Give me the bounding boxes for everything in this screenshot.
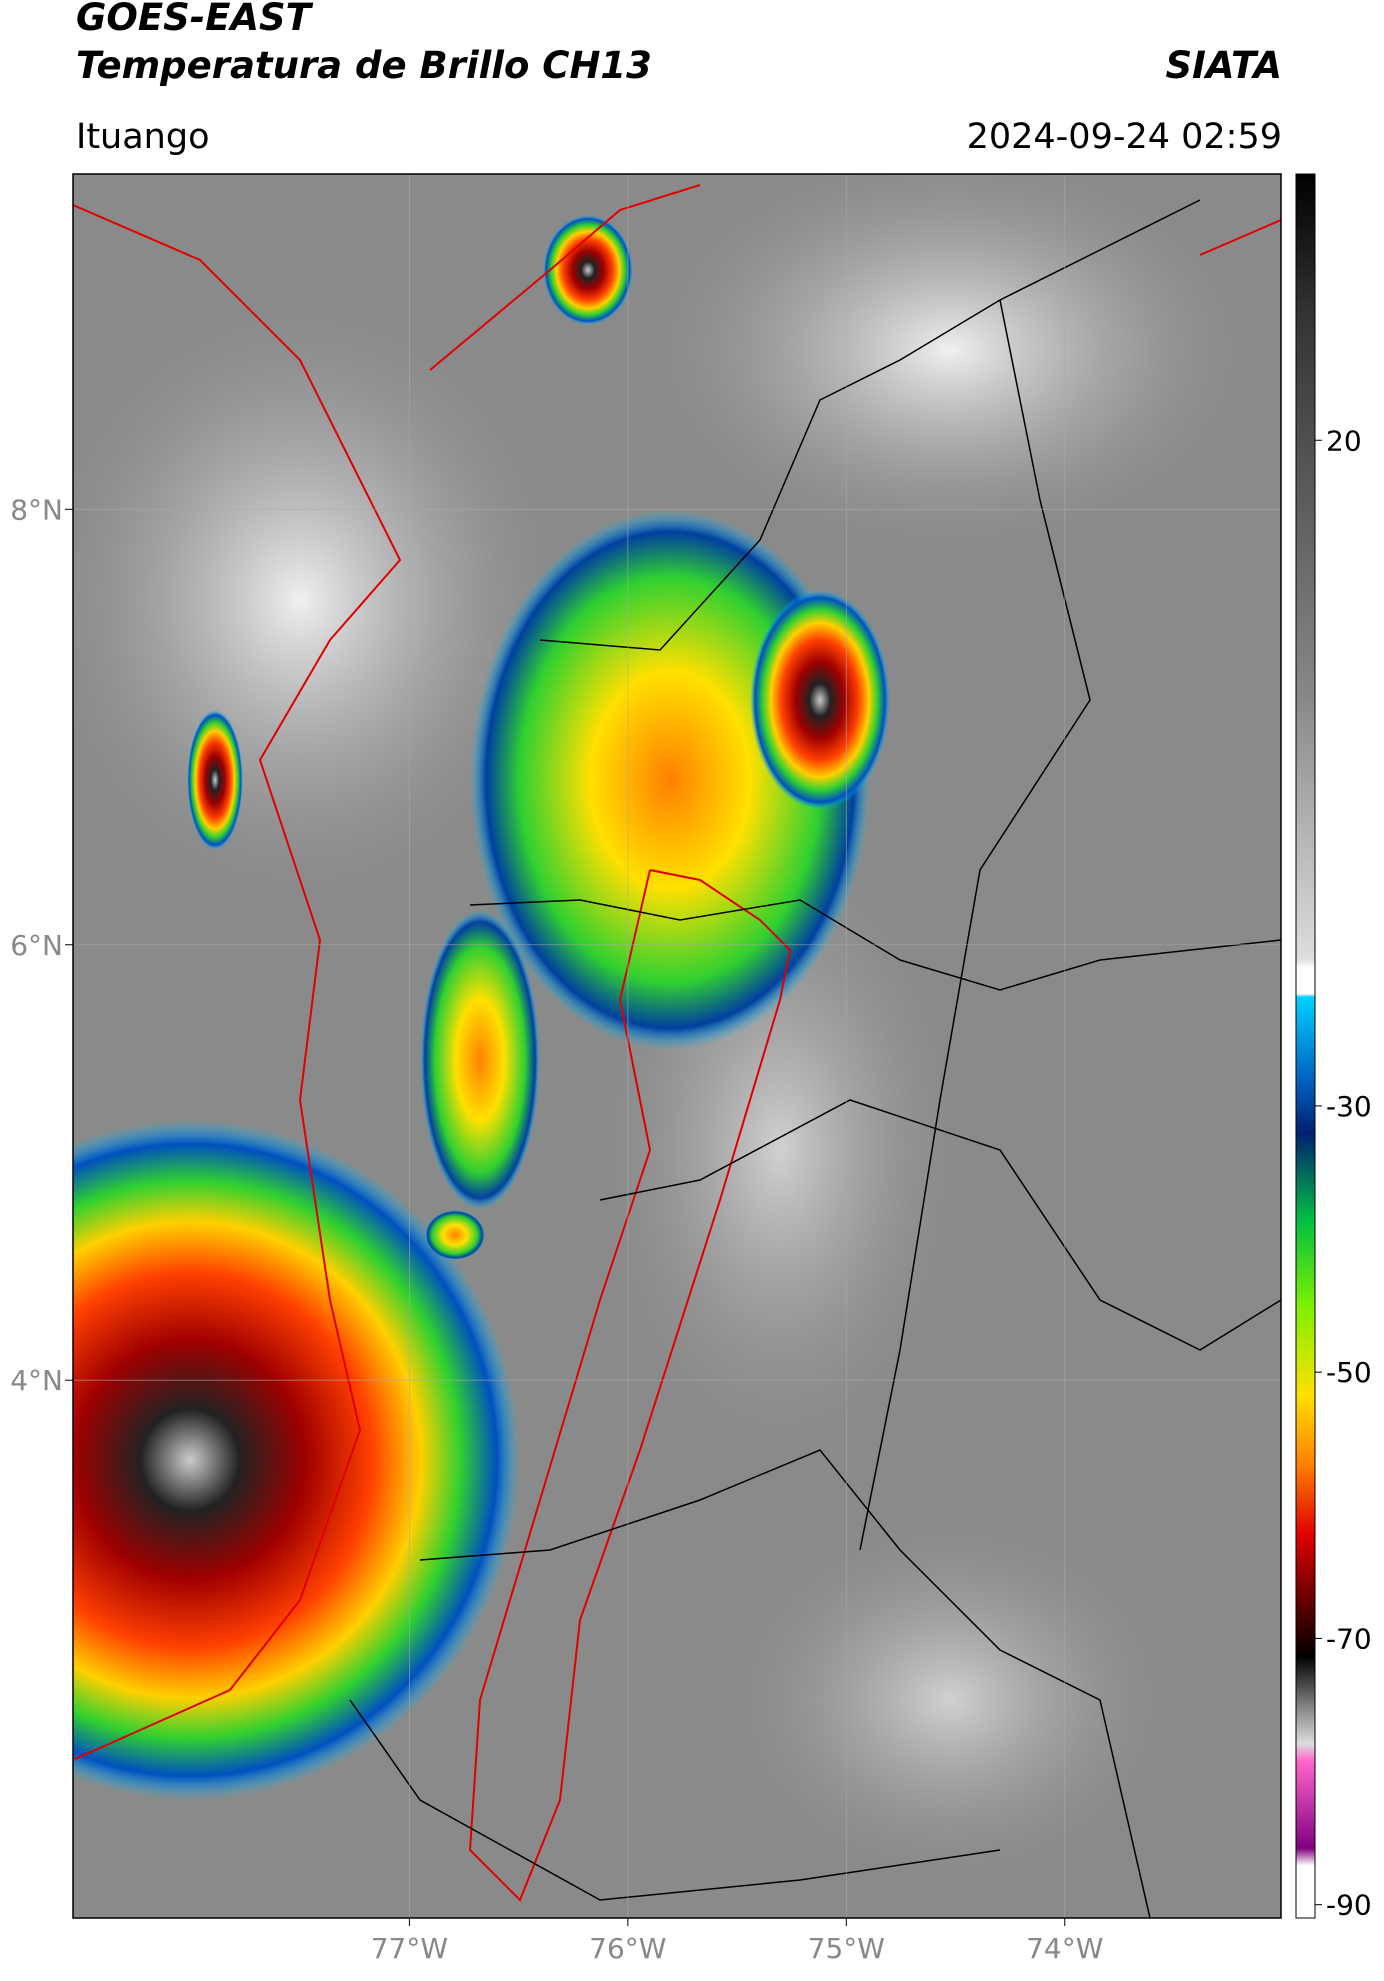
map-image	[73, 174, 1281, 1918]
x-tick-label: 77°W	[371, 1932, 448, 1965]
map-frame	[72, 173, 1282, 1919]
colorbar-tick-label: -90	[1326, 1889, 1372, 1922]
location: Ituango	[76, 117, 210, 157]
y-tick-label: 4°N	[10, 1364, 63, 1397]
y-tick-label: 6°N	[10, 929, 63, 962]
colorbar-tick-label: -50	[1326, 1356, 1372, 1389]
colorbar	[1295, 173, 1316, 1919]
brand: SIATA	[1165, 44, 1282, 87]
x-tick-label: 75°W	[808, 1932, 885, 1965]
graticule: 77°W 76°W 75°W 74°W 8°N 6°N 4°N	[10, 174, 1281, 1965]
y-tick-label: 8°N	[10, 493, 63, 526]
datetime: 2024-09-24 02:59	[967, 117, 1282, 157]
title-line1: GOES-EAST	[76, 0, 314, 39]
colorbar-tick-label: -70	[1326, 1622, 1372, 1655]
colorbar-ticks: 20 -30 -50 -70 -90	[1315, 424, 1372, 1922]
colorbar-tick-label: -30	[1326, 1090, 1372, 1123]
x-tick-label: 76°W	[589, 1932, 666, 1965]
title-line2: Temperatura de Brillo CH13	[76, 44, 652, 87]
colorbar-tick-label: 20	[1326, 424, 1362, 457]
x-tick-label: 74°W	[1026, 1932, 1103, 1965]
